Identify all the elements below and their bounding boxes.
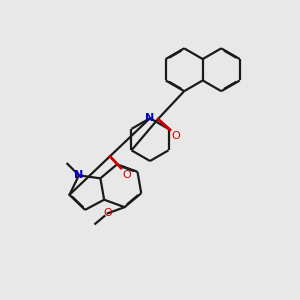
Text: O: O [123, 170, 131, 180]
Text: N: N [146, 113, 154, 123]
Text: N: N [74, 170, 84, 180]
Text: O: O [172, 131, 181, 141]
Text: O: O [103, 208, 112, 218]
